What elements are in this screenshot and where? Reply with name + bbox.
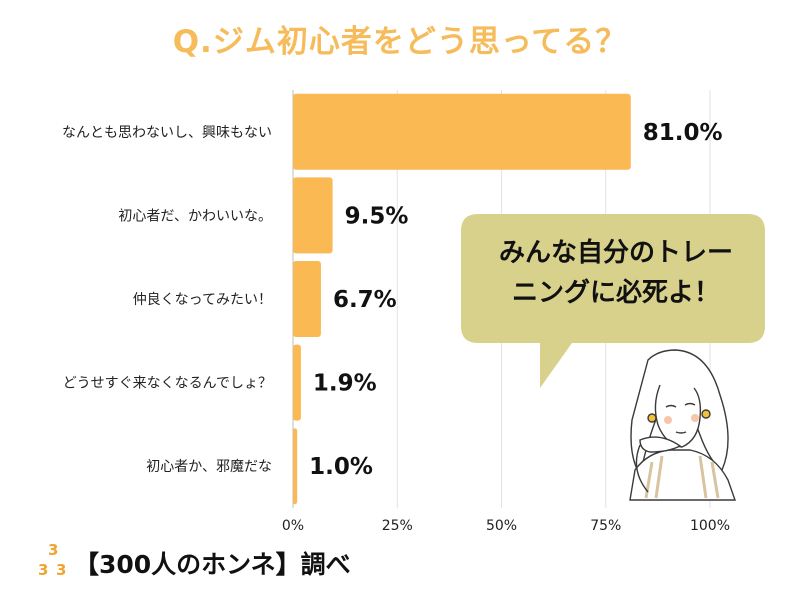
x-tick-label: 50% [486, 518, 517, 534]
speech-bubble [461, 214, 765, 388]
bars-layer [293, 93, 631, 505]
logo-digit: 3 [48, 541, 59, 559]
bar [293, 261, 321, 337]
x-tick-label: 25% [382, 518, 413, 534]
speech-bubble-text: みんな自分のトレー ニングに必死よ！ [470, 233, 762, 313]
chart-title: Q.ジム初心者をどう思ってる？ [172, 24, 628, 60]
category-label: 初心者か、邪魔だな [146, 458, 272, 475]
logo-icon: 3 3 3 [38, 541, 70, 583]
category-label: 初心者だ、かわいいな。 [118, 207, 272, 224]
bar [293, 428, 298, 505]
category-label: どうせすぐ来なくなるんでしょ？ [63, 376, 272, 392]
bar [293, 93, 631, 170]
value-label: 1.0% [309, 454, 373, 480]
x-tick-label: 75% [590, 518, 621, 534]
logo-digit: 3 [38, 561, 49, 579]
speech-bubble-line-2: ニングに必死よ！ [511, 278, 720, 308]
bar [293, 344, 301, 421]
value-label: 6.7% [333, 287, 397, 313]
value-label: 81.0% [643, 120, 723, 146]
speech-bubble-line-1: みんな自分のトレー [498, 238, 733, 268]
category-label: 仲良くなってみたい！ [133, 292, 272, 308]
value-label: 1.9% [313, 371, 377, 397]
woman-illustration [629, 349, 736, 501]
footer: 3 3 3 【300人のホンネ】調べ [38, 540, 351, 586]
x-tick-label: 100% [690, 518, 730, 534]
value-label: 9.5% [345, 203, 409, 229]
bar [293, 177, 333, 254]
x-tick-label: 0% [282, 518, 304, 534]
labels-layer: 0% 25% 50% 75% 100% なんとも思わないし、興味もない 81.0% 初心者だ、… [62, 120, 730, 534]
speech-bubble-shape [461, 214, 765, 388]
footer-source-text: 【300人のホンネ】調べ [74, 550, 351, 579]
category-label: なんとも思わないし、興味もない [62, 125, 272, 141]
logo-digit: 3 [56, 561, 67, 579]
